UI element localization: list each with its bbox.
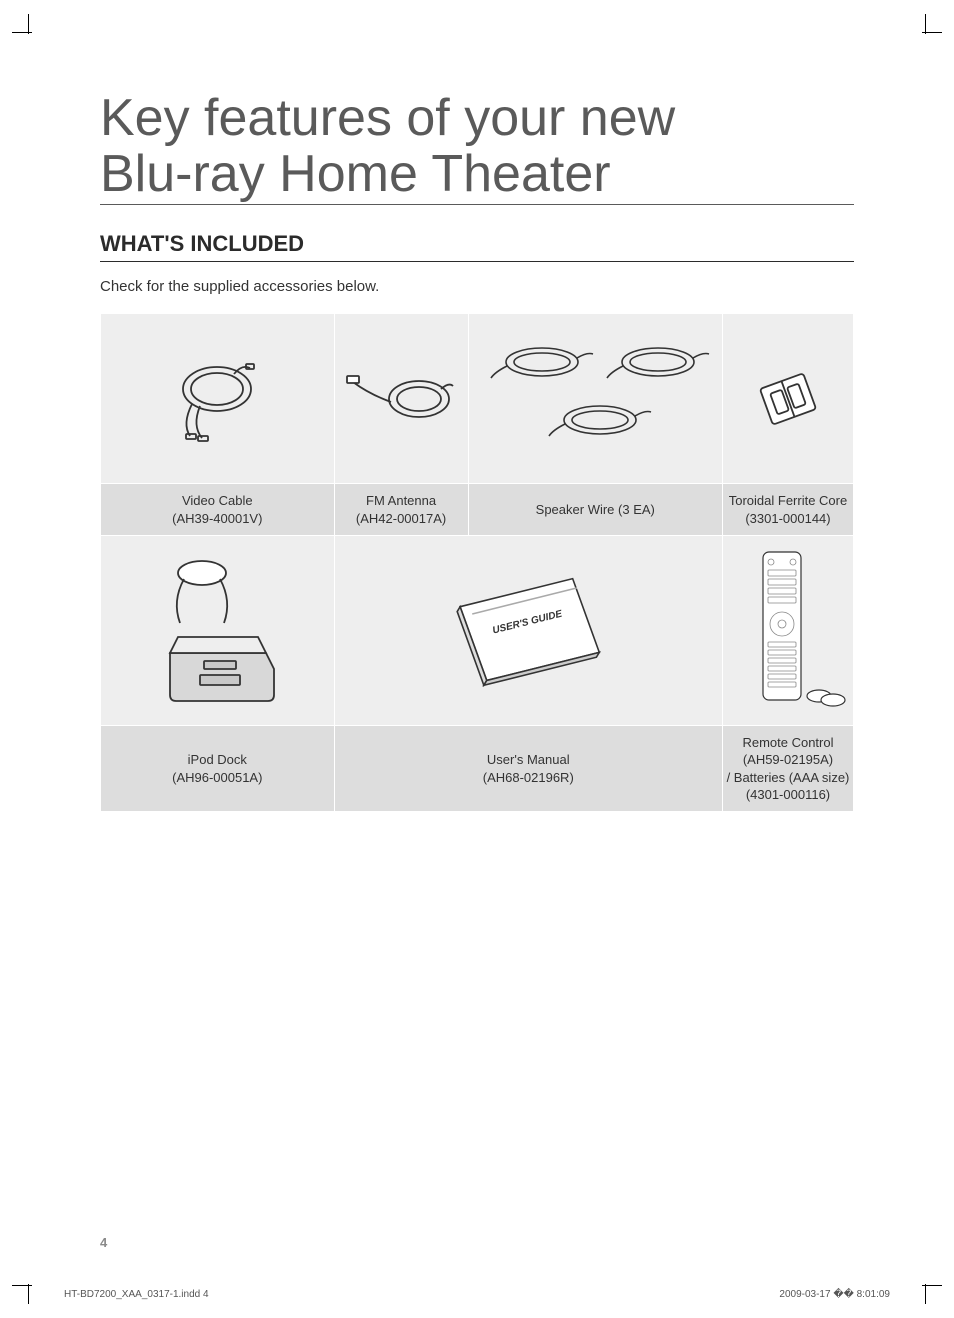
print-footer: HT-BD7200_XAA_0317-1.indd 4 2009-03-17 �… [64, 1289, 890, 1300]
item-label: FM Antenna(AH42-00017A) [334, 484, 468, 536]
crop-mark [906, 14, 926, 34]
users-manual-icon: USER'S GUIDE [428, 561, 628, 701]
ipod-dock-icon [132, 551, 302, 711]
title-line-2: Blu-ray Home Theater [100, 145, 611, 203]
item-label: Remote Control (AH59-02195A) / Batteries… [722, 726, 853, 812]
intro-text: Check for the supplied accessories below… [100, 278, 854, 295]
item-label: Speaker Wire (3 EA) [468, 484, 722, 536]
footer-timestamp: 2009-03-17 �� 8:01:09 [779, 1289, 890, 1300]
crop-mark [922, 1285, 942, 1286]
item-label: iPod Dock(AH96-00051A) [101, 726, 335, 812]
item-label: Toroidal Ferrite Core(3301-000144) [722, 484, 853, 536]
section-heading: WHAT'S INCLUDED [100, 231, 854, 262]
crop-mark [28, 1284, 48, 1304]
crop-mark [906, 1284, 926, 1304]
item-label: User's Manual(AH68-02196R) [334, 726, 722, 812]
remote-control-icon [723, 546, 853, 716]
item-label: Video Cable(AH39-40001V) [101, 484, 335, 536]
crop-mark [28, 14, 48, 34]
title-line-1: Key features of your new [100, 89, 675, 147]
crop-mark [12, 1285, 32, 1286]
footer-filename: HT-BD7200_XAA_0317-1.indd 4 [64, 1289, 209, 1300]
page-number: 4 [100, 1235, 107, 1250]
accessories-table: Video Cable(AH39-40001V) FM Antenna(AH42… [100, 313, 854, 812]
crop-mark [922, 32, 942, 33]
page-title: Key features of your new Blu-ray Home Th… [100, 90, 854, 205]
video-cable-icon [162, 344, 272, 454]
speaker-wire-icon [475, 334, 715, 464]
ferrite-core-icon [743, 354, 833, 444]
page-content: Key features of your new Blu-ray Home Th… [100, 90, 854, 812]
fm-antenna-icon [341, 354, 461, 444]
crop-mark [12, 32, 32, 33]
